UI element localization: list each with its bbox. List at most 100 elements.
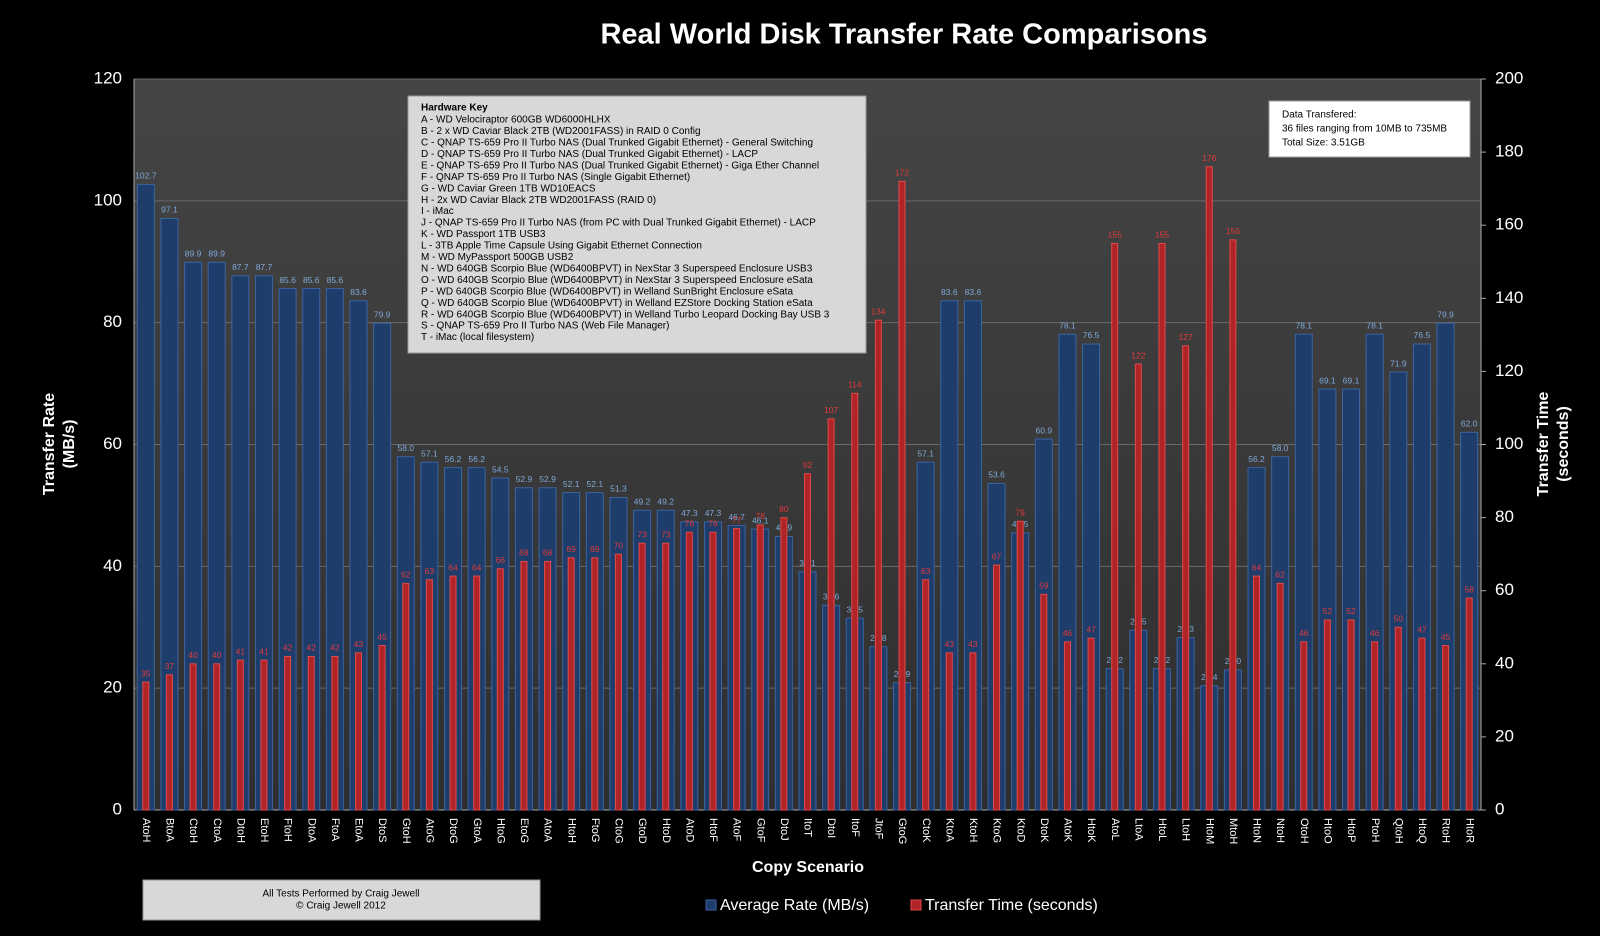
x-tick-label: PtoH xyxy=(1369,818,1381,843)
hardware-key-line: A - WD Velociraptor 600GB WD6000HLHX xyxy=(421,115,611,126)
x-tick-label: HtoM xyxy=(1203,818,1215,844)
data-label: 49.2 xyxy=(634,497,651,507)
x-tick-label: EtoG xyxy=(518,818,530,843)
data-label: 46 xyxy=(1370,628,1380,638)
x-tick-label: AtoA xyxy=(542,818,554,843)
data-label: 87.7 xyxy=(232,262,249,272)
data-label: 76 xyxy=(685,518,695,528)
x-tick-label: QtoH xyxy=(1392,818,1404,844)
bar xyxy=(331,655,339,811)
hardware-key-box xyxy=(407,95,867,354)
data-label: 76 xyxy=(708,518,718,528)
bar xyxy=(780,517,788,811)
hardware-key-line: H - 2x WD Caviar Black 2TB WD2001FASS (R… xyxy=(421,195,656,206)
data-label: 52.9 xyxy=(516,474,533,484)
hardware-key-line: S - QNAP TS-659 Pro II Turbo NAS (Web Fi… xyxy=(421,321,669,332)
x-tick-label: AtoL xyxy=(1109,818,1121,841)
bar xyxy=(1442,645,1450,811)
y2-tick-label: 20 xyxy=(1495,726,1514,745)
data-label: 57.1 xyxy=(421,448,438,458)
x-tick-label: HtoG xyxy=(494,818,506,844)
y2-tick-label: 160 xyxy=(1495,215,1523,234)
bar xyxy=(567,557,575,811)
x-tick-label: KtoG xyxy=(991,818,1003,843)
data-label: 64 xyxy=(472,562,482,572)
data-label: 41 xyxy=(236,646,246,656)
bar xyxy=(1063,641,1071,811)
bar xyxy=(1323,619,1331,811)
bar xyxy=(307,655,315,811)
data-label: 102.7 xyxy=(135,171,157,181)
x-tick-label: BtoA xyxy=(164,818,176,843)
bar xyxy=(1087,637,1095,811)
x-tick-label: CtoH xyxy=(187,818,199,843)
data-label: 107 xyxy=(824,405,838,415)
data-label: 52.1 xyxy=(563,479,580,489)
data-label: 58.0 xyxy=(1272,443,1289,453)
data-note-line: Total Size: 3.51GB xyxy=(1282,138,1365,149)
bar xyxy=(922,579,930,811)
data-label: 73 xyxy=(661,529,671,539)
data-label: 68 xyxy=(519,548,529,558)
bar xyxy=(851,392,859,811)
legend-swatch xyxy=(910,899,922,911)
data-label: 67 xyxy=(992,551,1002,561)
data-label: 172 xyxy=(895,168,909,178)
data-label: 52.9 xyxy=(539,474,556,484)
data-label: 89.9 xyxy=(208,249,225,259)
bar xyxy=(520,560,528,811)
data-label: 63 xyxy=(425,566,435,576)
data-label: 78 xyxy=(756,511,766,521)
data-label: 43 xyxy=(354,639,364,649)
data-label: 89.9 xyxy=(185,249,202,259)
bar xyxy=(1134,363,1142,811)
x-tick-label: AtoH xyxy=(140,818,152,843)
bar xyxy=(1253,575,1260,811)
bar xyxy=(874,319,882,811)
x-tick-label: GtoH xyxy=(400,818,412,844)
bar xyxy=(685,531,693,811)
x-tick-label: DtoG xyxy=(447,818,459,844)
data-label: 52 xyxy=(1323,606,1333,616)
x-tick-label: CtoA xyxy=(211,818,223,843)
y-tick-label: 40 xyxy=(103,556,122,575)
data-label: 53.6 xyxy=(988,470,1005,480)
x-tick-label: CtoG xyxy=(613,818,625,844)
y2-tick-label: 40 xyxy=(1495,653,1514,672)
data-label: 73 xyxy=(637,529,647,539)
data-label: 176 xyxy=(1202,153,1216,163)
data-label: 83.6 xyxy=(350,287,367,297)
y2-tick-label: 180 xyxy=(1495,142,1523,161)
x-tick-label: DtoH xyxy=(234,818,246,843)
data-label: 78.1 xyxy=(1366,320,1383,330)
data-label: 56.2 xyxy=(1248,454,1265,464)
x-tick-label: HtoL xyxy=(1156,818,1168,841)
data-label: 62 xyxy=(1275,570,1285,580)
y2-tick-label: 0 xyxy=(1495,799,1504,818)
x-tick-label: KtoA xyxy=(943,818,955,843)
hardware-key-line: R - WD 640GB Scorpio Blue (WD6400BPVT) i… xyxy=(421,309,830,320)
data-label: 68 xyxy=(543,548,553,558)
data-label: 58 xyxy=(1464,584,1474,594)
data-label: 45 xyxy=(377,632,387,642)
y2-tick-label: 140 xyxy=(1495,288,1523,307)
credits-box xyxy=(142,879,541,921)
data-label: 79 xyxy=(1015,508,1025,518)
bar xyxy=(709,531,717,811)
data-label: 69.1 xyxy=(1319,375,1336,385)
bar xyxy=(544,560,552,811)
data-label: 122 xyxy=(1131,350,1145,360)
bar xyxy=(449,575,457,811)
hardware-key-line: J - QNAP TS-659 Pro II Turbo NAS (from P… xyxy=(421,218,816,229)
bar xyxy=(827,418,835,811)
x-tick-label: HtoD xyxy=(660,818,672,843)
y-axis-title: Transfer Rate xyxy=(41,393,58,495)
y-tick-label: 0 xyxy=(113,799,122,818)
x-tick-label: HtoK xyxy=(1085,818,1097,843)
bar xyxy=(1229,239,1237,811)
hardware-key-line: L - 3TB Apple Time Capsule Using Gigabit… xyxy=(421,241,702,252)
data-label: 52 xyxy=(1346,606,1356,616)
data-label: 87.7 xyxy=(256,262,273,272)
bar xyxy=(898,180,906,811)
x-tick-label: LtoA xyxy=(1132,818,1144,841)
